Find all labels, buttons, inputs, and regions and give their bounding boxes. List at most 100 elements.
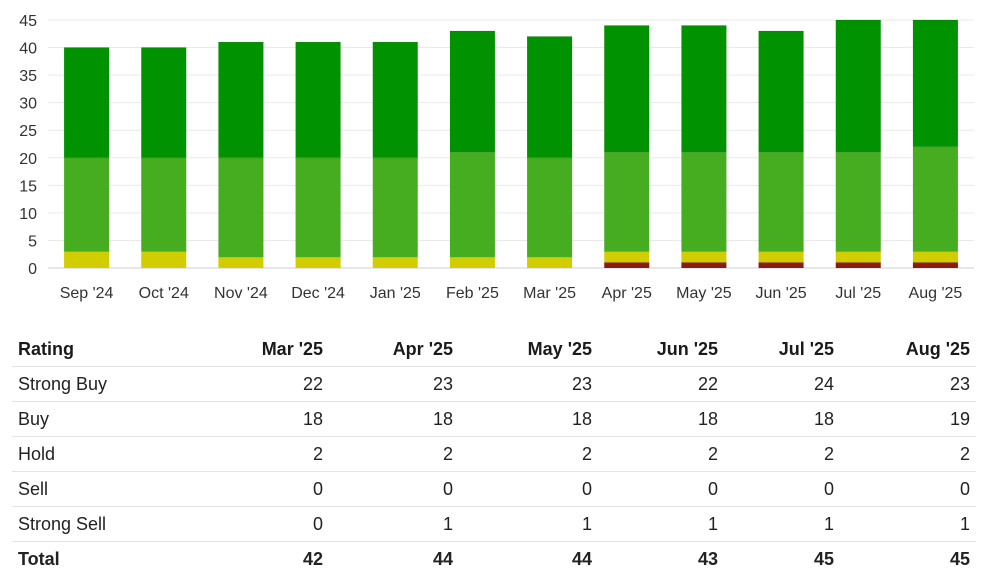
bar-segment-hold[interactable] xyxy=(758,251,804,263)
cell-value: 44 xyxy=(571,548,592,569)
header-month: Mar '25 xyxy=(192,332,329,367)
bar-segment-strong-sell[interactable] xyxy=(681,262,727,268)
cell-value: 2 xyxy=(192,436,329,472)
bar-segment-buy[interactable] xyxy=(835,152,881,252)
bar-segment-buy[interactable] xyxy=(64,157,110,252)
y-tick-label: 35 xyxy=(19,68,37,85)
bar-segment-strong-buy[interactable] xyxy=(604,25,650,153)
cell-value: 45 xyxy=(813,548,834,569)
cell-value: 18 xyxy=(329,401,459,437)
x-tick-label: Jun '25 xyxy=(756,285,807,302)
bar-segment-strong-buy[interactable] xyxy=(835,20,881,153)
y-tick-label: 20 xyxy=(19,151,37,168)
header-month: Jul '25 xyxy=(724,332,840,367)
cell-value: 2 xyxy=(724,436,840,472)
cell-value: 2 xyxy=(840,436,976,472)
bar-segment-strong-buy[interactable] xyxy=(912,20,958,147)
x-tick-label: Nov '24 xyxy=(214,285,268,302)
bar-segment-buy[interactable] xyxy=(912,146,958,252)
row-label: Buy xyxy=(12,401,192,437)
x-tick-label: Dec '24 xyxy=(291,285,345,302)
table-row: Hold 2 2 2 2 2 2 xyxy=(12,436,976,472)
header-month: Aug '25 xyxy=(840,332,976,367)
bar-segment-strong-buy[interactable] xyxy=(527,36,573,158)
table-row: Sell 0 0 0 0 0 0 xyxy=(12,471,976,507)
bar-segment-hold[interactable] xyxy=(912,251,958,263)
cell-value: 22 xyxy=(192,366,329,402)
cell-value: 2 xyxy=(459,436,598,472)
cell-value: 2 xyxy=(329,436,459,472)
bar-segment-strong-buy[interactable] xyxy=(372,42,418,158)
bar-segment-strong-sell[interactable] xyxy=(604,262,650,268)
gridlines xyxy=(48,19,974,269)
cell-value: 0 xyxy=(724,471,840,507)
x-tick-label: Jan '25 xyxy=(370,285,421,302)
bar-segment-hold[interactable] xyxy=(449,256,495,268)
table-total-row: Total 42 44 44 43 45 45 xyxy=(12,542,976,577)
bar-segment-buy[interactable] xyxy=(218,157,264,257)
table-row: Strong Sell 0 1 1 1 1 1 xyxy=(12,506,976,542)
cell-value: 22 xyxy=(598,366,724,402)
cell-value: 0 xyxy=(840,471,976,507)
cell-value: 24 xyxy=(724,366,840,402)
row-label: Sell xyxy=(12,471,192,507)
cell-value: 18 xyxy=(459,401,598,437)
cell-value: 23 xyxy=(459,366,598,402)
header-month: Jun '25 xyxy=(598,332,724,367)
row-label: Hold xyxy=(12,436,192,472)
x-axis-ticks: Sep '24 Oct '24 Nov '24 Dec '24 Jan '25 Feb '… xyxy=(60,285,963,302)
cell-value: 18 xyxy=(724,401,840,437)
bar-segment-strong-buy[interactable] xyxy=(681,25,727,153)
x-tick-label: Oct '24 xyxy=(139,285,189,302)
y-tick-label: 0 xyxy=(28,261,37,278)
bar-segment-hold[interactable] xyxy=(681,251,727,263)
cell-value: 0 xyxy=(192,506,329,542)
bar-segment-strong-sell[interactable] xyxy=(835,262,881,268)
y-tick-label: 10 xyxy=(19,206,37,223)
cell-value: 44 xyxy=(432,548,453,569)
cell-value: 1 xyxy=(840,506,976,542)
row-label: Strong Sell xyxy=(12,506,192,542)
bar-segment-buy[interactable] xyxy=(449,152,495,257)
cell-value: 1 xyxy=(329,506,459,542)
bar-segment-hold[interactable] xyxy=(64,251,110,268)
bar-segment-buy[interactable] xyxy=(604,152,650,252)
bar-segment-strong-buy[interactable] xyxy=(64,47,110,158)
bar-segment-strong-buy[interactable] xyxy=(449,31,495,153)
y-tick-label: 30 xyxy=(19,96,37,113)
ratings-table: Rating Mar '25 Apr '25 May '25 Jun '25 J… xyxy=(12,332,976,576)
cell-value: 1 xyxy=(724,506,840,542)
bar-segment-hold[interactable] xyxy=(372,256,418,268)
cell-value: 19 xyxy=(840,401,976,437)
bar-segment-buy[interactable] xyxy=(758,152,804,252)
bar-segment-strong-buy[interactable] xyxy=(218,42,264,158)
bar-segment-buy[interactable] xyxy=(295,157,341,257)
cell-value: 18 xyxy=(192,401,329,437)
bar-segment-hold[interactable] xyxy=(141,251,187,268)
row-label: Strong Buy xyxy=(12,366,192,402)
bar-segment-buy[interactable] xyxy=(372,157,418,257)
bar-segment-strong-buy[interactable] xyxy=(295,42,341,158)
bar-segment-hold[interactable] xyxy=(218,256,264,268)
cell-value: 0 xyxy=(329,471,459,507)
bar-segment-hold[interactable] xyxy=(835,251,881,263)
x-tick-label: Mar '25 xyxy=(523,285,576,302)
bar-segment-hold[interactable] xyxy=(604,251,650,263)
bar-segment-buy[interactable] xyxy=(681,152,727,252)
x-tick-label: Sep '24 xyxy=(60,285,114,302)
cell-value: 42 xyxy=(302,548,323,569)
bar-segment-strong-buy[interactable] xyxy=(758,31,804,153)
bar-segment-buy[interactable] xyxy=(527,157,573,257)
bar-segment-hold[interactable] xyxy=(527,256,573,268)
bar-segment-strong-sell[interactable] xyxy=(758,262,804,268)
cell-value: 0 xyxy=(459,471,598,507)
bars xyxy=(64,19,958,268)
cell-value: 45 xyxy=(949,548,970,569)
x-tick-label: Apr '25 xyxy=(602,285,652,302)
bar-segment-buy[interactable] xyxy=(141,157,187,252)
bar-segment-strong-sell[interactable] xyxy=(912,262,958,268)
bar-segment-hold[interactable] xyxy=(295,256,341,268)
cell-value: 23 xyxy=(329,366,459,402)
y-tick-label: 5 xyxy=(28,233,37,250)
bar-segment-strong-buy[interactable] xyxy=(141,47,187,158)
